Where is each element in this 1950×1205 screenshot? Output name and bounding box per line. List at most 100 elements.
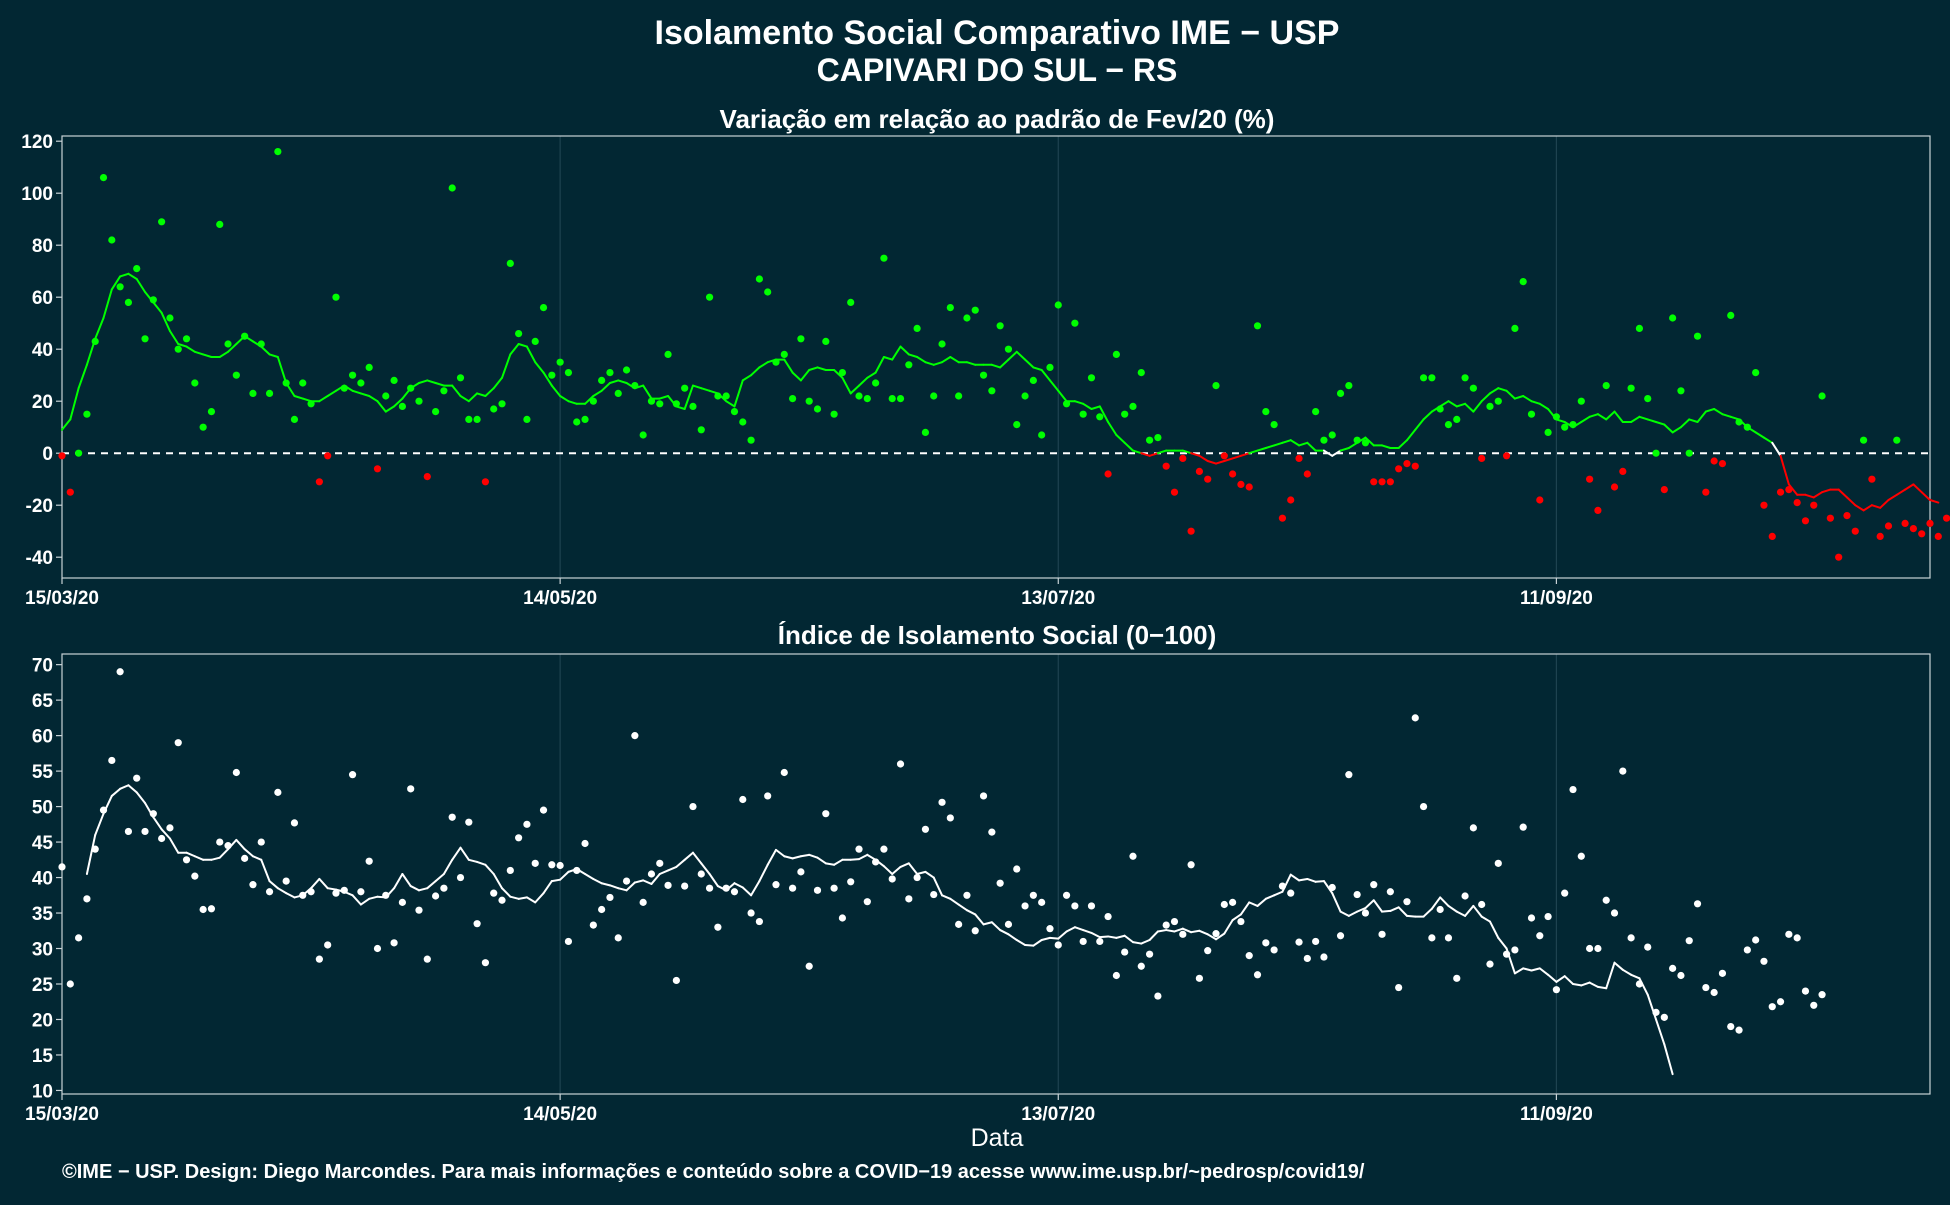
- moving-average-segment: [426, 880, 437, 890]
- moving-average-segment: [1488, 387, 1500, 395]
- data-point: [938, 798, 946, 806]
- data-point: [1079, 937, 1087, 946]
- moving-average-segment: [1206, 460, 1218, 465]
- data-point: [1826, 514, 1834, 522]
- data-point: [216, 838, 224, 846]
- data-point: [979, 792, 988, 800]
- moving-average-segment: [1289, 873, 1301, 882]
- data-point: [847, 878, 855, 886]
- moving-average-segment: [160, 828, 171, 840]
- moving-average-segment: [783, 358, 794, 374]
- x-axis-label: Data: [971, 1124, 1024, 1152]
- moving-average-segment: [384, 405, 396, 413]
- data-point: [764, 792, 772, 800]
- moving-average-segment: [459, 395, 470, 403]
- moving-average-segment: [1090, 405, 1101, 410]
- data-point: [506, 866, 514, 875]
- data-point: [1154, 992, 1162, 1000]
- data-point: [1486, 960, 1494, 968]
- moving-average-segment: [1696, 410, 1707, 423]
- data-point: [1004, 345, 1013, 353]
- data-point: [1818, 991, 1826, 999]
- moving-average-segment: [982, 921, 993, 926]
- data-point: [606, 369, 614, 377]
- data-point: [373, 465, 382, 473]
- data-point: [1129, 852, 1137, 860]
- data-point: [490, 405, 498, 413]
- data-point: [1760, 501, 1768, 509]
- data-point: [315, 955, 323, 963]
- moving-average-segment: [766, 848, 777, 866]
- moving-average-segment: [318, 395, 329, 403]
- data-point: [1179, 930, 1187, 938]
- y-tick-label: 45: [32, 833, 54, 854]
- y-tick-label: 35: [32, 904, 54, 925]
- moving-average-segment: [592, 877, 603, 885]
- moving-average-segment: [61, 418, 72, 431]
- moving-average-segment: [1389, 906, 1400, 912]
- moving-average-segment: [1190, 452, 1201, 457]
- moving-average-segment: [1181, 449, 1193, 455]
- main-title-line-2: CAPIVARI DO SUL − RS: [817, 52, 1178, 88]
- moving-average-segment: [799, 369, 811, 382]
- data-point: [1619, 767, 1627, 775]
- data-point: [1004, 920, 1013, 928]
- moving-average-segment: [1032, 939, 1043, 947]
- y-tick-label: 65: [32, 691, 54, 712]
- moving-average-segment: [1845, 496, 1857, 507]
- moving-average-segment: [434, 873, 445, 883]
- data-point: [1137, 962, 1145, 970]
- moving-average-segment: [476, 860, 487, 866]
- moving-average-segment: [442, 858, 454, 875]
- moving-average-segment: [1115, 434, 1126, 444]
- moving-average-segment: [1397, 439, 1408, 449]
- moving-average-segment: [1821, 488, 1832, 494]
- moving-average-segment: [1215, 932, 1226, 941]
- moving-average-segment: [1688, 418, 1699, 423]
- data-point: [1494, 859, 1502, 867]
- moving-average-segment: [858, 853, 869, 861]
- data-point: [614, 389, 622, 397]
- moving-average-segment: [434, 382, 445, 387]
- moving-average-segment: [1273, 890, 1284, 897]
- moving-average-segment: [816, 856, 827, 865]
- moving-average-segment: [509, 343, 520, 356]
- moving-average-segment: [584, 873, 595, 880]
- data-point: [622, 366, 631, 374]
- moving-average-segment: [227, 343, 238, 353]
- moving-average-segment: [783, 855, 794, 860]
- data-point: [1262, 939, 1270, 947]
- moving-average-segment: [559, 870, 570, 881]
- panel-border: [61, 135, 1931, 579]
- moving-average-segment: [127, 784, 138, 794]
- moving-average-segment: [667, 865, 678, 872]
- moving-average-segment: [1538, 402, 1550, 410]
- data-point: [506, 259, 514, 267]
- data-point: [1735, 418, 1743, 426]
- data-point: [282, 877, 290, 885]
- moving-average-segment: [218, 350, 230, 358]
- data-point: [1660, 486, 1668, 494]
- data-point: [1743, 423, 1751, 431]
- data-point: [880, 254, 888, 262]
- data-point: [1411, 462, 1419, 470]
- data-point: [1361, 909, 1370, 917]
- data-point: [1527, 914, 1536, 922]
- data-point: [539, 304, 548, 312]
- data-point: [1378, 478, 1386, 486]
- moving-average-segment: [1381, 909, 1392, 913]
- data-point: [1303, 954, 1311, 963]
- data-point: [598, 905, 606, 914]
- data-point: [672, 400, 680, 408]
- data-point: [348, 371, 357, 379]
- moving-average-segment: [168, 330, 180, 345]
- data-point: [448, 813, 456, 821]
- data-point: [1345, 382, 1353, 390]
- moving-average-segment: [1131, 449, 1143, 455]
- data-point: [357, 379, 365, 387]
- data-point: [1760, 957, 1768, 965]
- data-point: [407, 785, 415, 793]
- moving-average-segment: [1239, 901, 1251, 916]
- panel-2-isolation-index: 10 15 20 25 30 35 40 45 50 55 60 65 70 15/03/20 14/05/…: [25, 653, 1931, 1125]
- data-point: [730, 408, 739, 416]
